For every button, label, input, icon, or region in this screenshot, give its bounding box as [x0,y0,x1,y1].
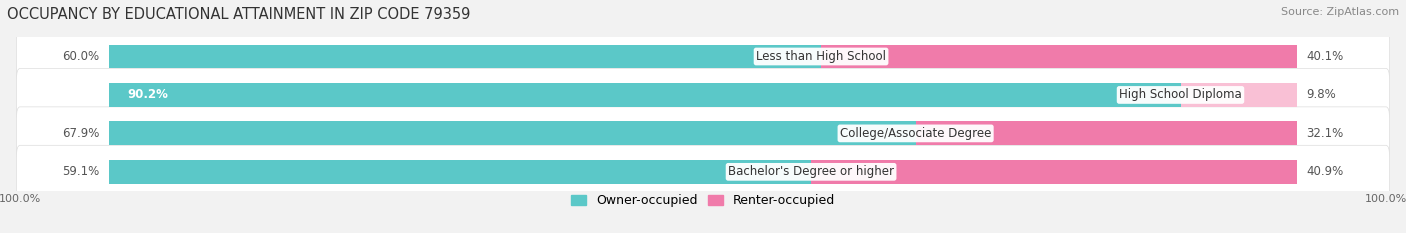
Text: 32.1%: 32.1% [1306,127,1344,140]
Text: 59.1%: 59.1% [62,165,100,178]
Legend: Owner-occupied, Renter-occupied: Owner-occupied, Renter-occupied [567,189,839,212]
Text: 40.1%: 40.1% [1306,50,1344,63]
Text: College/Associate Degree: College/Associate Degree [839,127,991,140]
Text: 60.0%: 60.0% [62,50,100,63]
Bar [1181,83,1296,107]
Bar [110,160,811,184]
Text: OCCUPANCY BY EDUCATIONAL ATTAINMENT IN ZIP CODE 79359: OCCUPANCY BY EDUCATIONAL ATTAINMENT IN Z… [7,7,471,22]
Bar [821,45,1296,69]
Bar [110,121,915,145]
Bar [110,45,821,69]
FancyBboxPatch shape [17,107,1389,160]
Text: 90.2%: 90.2% [127,89,167,101]
Text: 9.8%: 9.8% [1306,89,1336,101]
Text: Bachelor's Degree or higher: Bachelor's Degree or higher [728,165,894,178]
FancyBboxPatch shape [17,69,1389,121]
Bar [915,121,1296,145]
Text: 40.9%: 40.9% [1306,165,1344,178]
Bar [811,160,1296,184]
Text: 67.9%: 67.9% [62,127,100,140]
Text: Source: ZipAtlas.com: Source: ZipAtlas.com [1281,7,1399,17]
FancyBboxPatch shape [17,30,1389,83]
Text: Less than High School: Less than High School [756,50,886,63]
Bar [110,83,1181,107]
Text: High School Diploma: High School Diploma [1119,89,1241,101]
FancyBboxPatch shape [17,145,1389,198]
